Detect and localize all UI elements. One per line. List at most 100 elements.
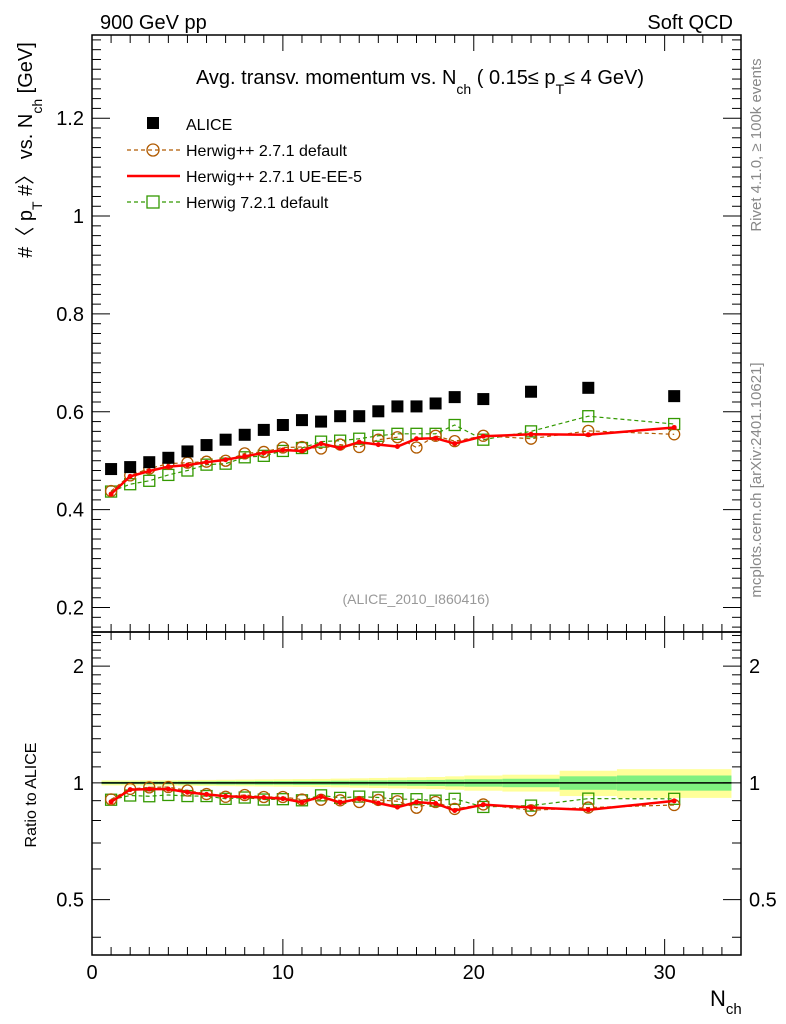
main-y-tick-label: 1.2 <box>56 108 84 130</box>
main-alice-point <box>668 390 681 403</box>
main-herwig-7-2-1-default-point <box>448 418 461 432</box>
main-alice-point <box>448 391 461 404</box>
ratio-herwig-7-2-1-default-point <box>410 793 423 806</box>
main-herwig-7-2-1-default-point <box>391 427 404 440</box>
main-alice-point <box>525 385 538 398</box>
x-tick-label: 0 <box>86 962 97 984</box>
main-alice-point <box>257 423 270 436</box>
main-herwig-2-7-1-ue-ee-5-point <box>184 462 190 468</box>
main-herwig-2-7-1-ue-ee-5-point <box>204 459 210 465</box>
ratio-herwig-2-7-1-ue-ee-5-point <box>414 799 419 805</box>
ratio-herwig-7-2-1-default-point <box>582 792 595 805</box>
ratio-herwig-2-7-1-ue-ee-5-point <box>165 786 171 792</box>
ratio-herwig-2-7-1-default-point <box>143 781 156 794</box>
main-y-tick-label: 1 <box>73 206 84 228</box>
main-herwig-2-7-1-ue-ee-5-point <box>528 431 534 437</box>
main-alice-point <box>219 433 232 446</box>
ratio-herwig-2-7-1-ue-ee-5-point <box>394 804 400 810</box>
ratio-herwig-2-7-1-ue-ee-5-point <box>108 799 114 805</box>
main-herwig-2-7-1-default-line <box>110 430 675 492</box>
ratio-uncertainty-band <box>101 769 732 798</box>
ratio-herwig-2-7-1-ue-ee-5-point <box>585 807 591 813</box>
ratio-herwig-2-7-1-ue-ee-5-point <box>204 791 210 797</box>
ratio-herwig-2-7-1-ue-ee-5-point <box>318 794 324 800</box>
ratio-herwig-2-7-1-ue-ee-5-point <box>375 800 381 806</box>
header-left: 900 GeV pp <box>100 12 207 34</box>
ratio-herwig-7-2-1-default-point <box>448 792 461 805</box>
main-herwig-2-7-1-default-point <box>410 441 423 454</box>
main-alice-point <box>162 451 175 464</box>
x-tick-label: 30 <box>654 962 676 984</box>
ratio-herwig-2-7-1-ue-ee-5-point <box>452 807 458 813</box>
legend-herwig-ueee5-label: Herwig++ 2.7.1 UE-EE-5 <box>186 169 362 186</box>
main-herwig-2-7-1-ue-ee-5-point <box>223 457 229 463</box>
ratio-herwig-2-7-1-ue-ee-5-point <box>146 786 152 792</box>
main-herwig-2-7-1-ue-ee-5-point <box>356 439 362 445</box>
main-alice-point <box>238 428 251 441</box>
main-alice-point <box>429 397 442 410</box>
header-right: Soft QCD <box>647 12 733 34</box>
ratio-y-tick-label: 2 <box>73 656 84 678</box>
main-herwig-2-7-1-ue-ee-5-point <box>671 424 677 430</box>
main-herwig-2-7-1-default-point <box>429 429 442 442</box>
ratio-herwig-2-7-1-ue-ee-5-point <box>671 798 677 804</box>
main-alice-point <box>477 393 490 406</box>
main-herwig-2-7-1-ue-ee-5-point <box>127 473 133 479</box>
mcplots-label: mcplots.cern.ch [arXiv:2401.10621] <box>748 362 765 597</box>
main-herwig-7-2-1-default-point <box>143 474 156 487</box>
main-alice-point <box>181 445 194 458</box>
ratio-y-tick-label-right: 0.5 <box>749 890 777 912</box>
ratio-herwig-7-2-1-default-point <box>668 792 681 805</box>
analysis-watermark: (ALICE_2010_I860416) <box>342 591 489 607</box>
main-herwig-2-7-1-ue-ee-5-point <box>433 435 439 441</box>
x-tick-label: 20 <box>463 962 485 984</box>
ratio-y-tick-label: 1 <box>73 773 84 795</box>
xlabel: Nch <box>710 986 742 1018</box>
plot-title: Avg. transv. momentum vs. Nch ( 0.15≤ pT… <box>196 67 644 97</box>
main-alice-point <box>391 400 404 413</box>
ratio-series-layer <box>104 780 681 817</box>
ratio-herwig-2-7-1-ue-ee-5-point <box>184 789 190 795</box>
ratio-herwig-2-7-1-default-point <box>524 804 538 817</box>
main-alice-point <box>143 456 156 469</box>
main-herwig-7-2-1-default-point <box>314 435 328 448</box>
main-herwig-2-7-1-ue-ee-5-point <box>375 442 381 448</box>
main-alice-point <box>582 381 595 394</box>
ratio-herwig-2-7-1-default-point <box>582 801 595 814</box>
main-y-tick-label: 0.8 <box>56 304 84 326</box>
ratio-herwig-2-7-1-ue-ee-5-point <box>261 795 267 801</box>
legend: ALICE Herwig++ 2.7.1 default Herwig++ 2.… <box>127 117 362 212</box>
ratio-y-tick-label-right: 2 <box>749 656 760 678</box>
main-herwig-2-7-1-ue-ee-5-point <box>452 441 458 447</box>
main-herwig-2-7-1-ue-ee-5-point <box>242 453 248 459</box>
main-alice-point <box>105 463 118 476</box>
ratio-herwig-2-7-1-ue-ee-5-point <box>299 799 305 805</box>
main-herwig-2-7-1-ue-ee-5-line <box>110 426 675 495</box>
main-herwig-2-7-1-ue-ee-5-point <box>165 464 171 470</box>
legend-herwig-default-label: Herwig++ 2.7.1 default <box>186 143 348 160</box>
axes-layer: 0 10 20 30 0.2 0.4 0.6 0.8 1 1.2 0.5 0.5 1 1 2 2 <box>56 34 777 984</box>
main-herwig-2-7-1-ue-ee-5-point <box>394 444 400 450</box>
main-herwig-2-7-1-default-point <box>276 441 290 454</box>
main-herwig-7-2-1-default-point <box>200 458 213 471</box>
ratio-herwig-2-7-1-ue-ee-5-point <box>480 802 486 808</box>
ratio-herwig-2-7-1-ue-ee-5-point <box>356 796 362 802</box>
ratio-herwig-7-2-1-default-point <box>314 789 328 802</box>
main-alice-point <box>334 410 347 423</box>
legend-alice-label: ALICE <box>186 117 232 134</box>
main-herwig-2-7-1-default-point <box>104 484 118 498</box>
legend-herwig-default-marker <box>146 143 160 157</box>
ratio-y-tick-label-right: 1 <box>749 773 760 795</box>
main-herwig-7-2-1-default-point <box>257 449 270 462</box>
main-alice-point <box>410 400 423 413</box>
main-herwig-2-7-1-ue-ee-5-point <box>585 432 591 438</box>
main-herwig-2-7-1-default-point <box>238 447 251 460</box>
main-herwig-2-7-1-ue-ee-5-point <box>414 436 419 442</box>
main-alice-point <box>200 439 213 452</box>
main-herwig-2-7-1-ue-ee-5-point <box>108 491 114 497</box>
ratio-herwig-2-7-1-ue-ee-5-point <box>433 801 439 807</box>
main-herwig-7-2-1-default-point <box>582 410 595 423</box>
main-herwig-2-7-1-ue-ee-5-point <box>318 441 324 447</box>
x-tick-label: 10 <box>272 962 294 984</box>
